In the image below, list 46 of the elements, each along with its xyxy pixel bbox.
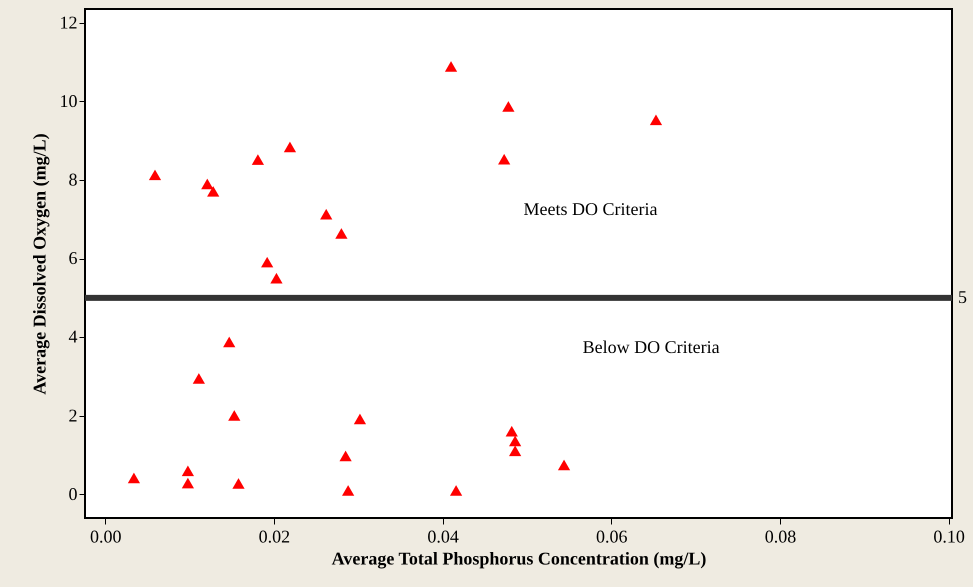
y-tick-label: 12 xyxy=(60,12,78,32)
point xyxy=(335,228,348,239)
y-tick-label: 8 xyxy=(68,169,78,190)
point xyxy=(509,436,522,446)
point xyxy=(201,178,214,190)
point xyxy=(558,460,570,470)
point xyxy=(223,336,236,348)
point xyxy=(506,426,518,436)
point xyxy=(509,445,522,456)
point xyxy=(284,142,296,152)
point xyxy=(148,170,162,180)
x-tick-label: 0.00 xyxy=(90,526,122,546)
y-tick-label: 4 xyxy=(68,326,78,347)
point xyxy=(228,410,240,421)
point xyxy=(450,485,462,496)
point xyxy=(182,478,194,488)
point xyxy=(354,414,366,424)
point xyxy=(128,472,140,484)
point xyxy=(650,114,662,126)
point xyxy=(342,485,354,496)
y-tick-label: 2 xyxy=(68,405,78,426)
y-tick-label: 0 xyxy=(68,484,78,504)
point xyxy=(207,186,220,197)
x-tick-label: 0.08 xyxy=(764,526,796,546)
point xyxy=(339,450,352,462)
x-tick-label: 0.06 xyxy=(596,526,628,546)
annotation: Meets DO Criteria xyxy=(523,199,658,220)
point xyxy=(261,256,274,268)
point xyxy=(498,154,510,164)
x-axis-title: Average Total Phosphorus Concentration (mg/L) xyxy=(332,548,706,568)
annotation: Below DO Criteria xyxy=(582,336,720,357)
point xyxy=(270,272,283,284)
point xyxy=(444,61,458,72)
point xyxy=(252,154,264,165)
x-tick-label: 0.10 xyxy=(933,526,965,546)
point xyxy=(192,373,205,384)
y-tick-label: 6 xyxy=(68,248,78,268)
point xyxy=(320,208,332,220)
point xyxy=(232,478,245,489)
point xyxy=(502,101,515,112)
ref-line-label: 5 xyxy=(958,286,967,307)
y-tick-label: 10 xyxy=(60,90,78,111)
y-axis-title: Average Dissolved Oxygen (mg/L) xyxy=(30,133,50,395)
point xyxy=(182,466,194,476)
x-tick-label: 0.02 xyxy=(258,526,290,546)
x-tick-label: 0.04 xyxy=(427,526,459,546)
